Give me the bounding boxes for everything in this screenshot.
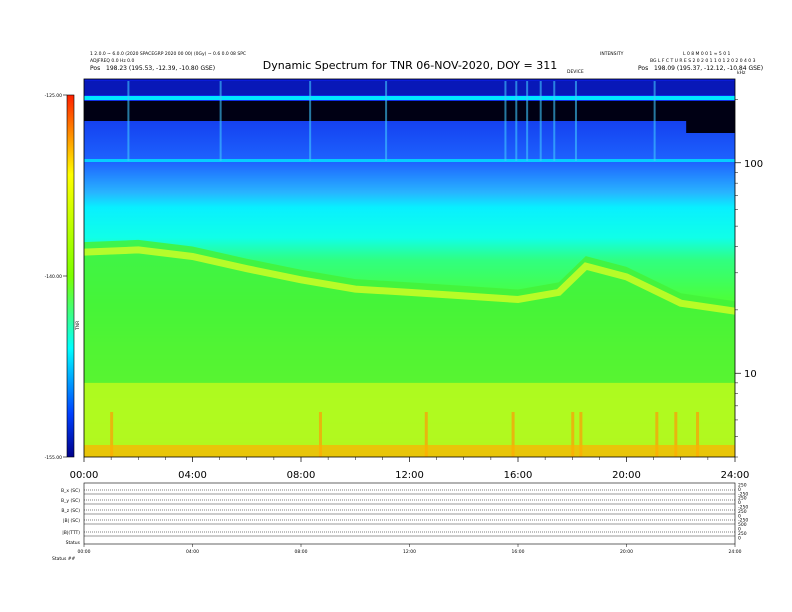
- upper-strip-dark-extension: [686, 121, 735, 133]
- panel-right-tick: -250: [738, 505, 748, 511]
- upper-strip-line-100khz: [84, 159, 735, 162]
- magnetometer-panel: B_x (SC) B_y (SC) B_z (SC) |B| (SC) |B|(TTT)…: [52, 483, 748, 563]
- colorbar-label: TNR: [75, 321, 81, 331]
- y-tick-label: 100: [744, 159, 763, 170]
- vertical-streak: [553, 81, 556, 161]
- header-right-top-a: INTENSITY: [600, 51, 624, 57]
- panel-row-label: B_z (SC): [61, 508, 80, 514]
- panel-right-tick: -250: [738, 491, 748, 497]
- panel-right-tick: 250: [738, 531, 747, 537]
- vertical-streak: [385, 81, 388, 161]
- panel-right-tick: 250: [738, 496, 747, 502]
- header-right-top-b: L 0 8 M 0 0 1 ≈ 5 0 1: [683, 51, 731, 57]
- yellow-ridge: [84, 246, 735, 315]
- event-marker-label: DEVICE: [567, 69, 584, 75]
- panel-right-tick: 0: [738, 535, 741, 541]
- x-tick-label: 20:00: [612, 470, 641, 481]
- x-tick-label: 12:00: [395, 470, 424, 481]
- x-tick-label: 00:00: [70, 470, 99, 481]
- frequency-axis: 100 10: [735, 99, 763, 458]
- chart-title: Dynamic Spectrum for TNR 06-NOV-2020, DO…: [263, 59, 557, 72]
- vertical-streak: [219, 81, 222, 161]
- upper-strip-bright-line: [84, 96, 735, 100]
- x-tick-label: 08:00: [287, 470, 316, 481]
- panel-row-label: Status: [66, 540, 81, 546]
- panel-right-tick: 0: [738, 513, 741, 519]
- panel-row-label: B_x (SC): [61, 488, 80, 494]
- panel-x-tick-label: 16:00: [512, 549, 525, 555]
- upper-strip-dark: [84, 101, 735, 121]
- low-frequency-band: [84, 382, 735, 457]
- vertical-streak: [515, 81, 518, 161]
- header-left-pos-value: 198.23 (195.53, -12.39, -10.80 GSE): [106, 65, 215, 72]
- magnetometer-frame: [83, 482, 736, 545]
- panel-right-tick: -250: [738, 518, 748, 524]
- header-right-pos-label: Pos: [638, 65, 648, 72]
- vertical-streak: [526, 81, 529, 161]
- panel-x-tick-label: 00:00: [78, 549, 91, 555]
- vertical-streak: [574, 81, 577, 161]
- upper-strip-top: [84, 81, 735, 95]
- header-left-pos-label: Pos: [90, 65, 100, 72]
- vertical-streak: [504, 81, 507, 161]
- time-axis: 00:00 04:00 08:00 12:00 16:00 20:00 24:00: [70, 457, 750, 481]
- header-right-corner: kHz: [737, 70, 746, 76]
- vertical-streak: [539, 81, 542, 161]
- panel-right-tick: 0: [738, 500, 741, 506]
- header-right-line2: BG L F C T U R E S 2 0 2 0 1 1 0 1 2 0 2…: [650, 58, 756, 64]
- panel-x-tick-label: 08:00: [295, 549, 308, 555]
- panel-right-tick: 250: [738, 483, 747, 489]
- colorbar: TNR -125.00 -140.00 -155.00: [45, 93, 81, 461]
- upper-band-strips: [84, 81, 735, 162]
- header-right-pos-value: 198.09 (195.37, -12.12, -10.84 GSE): [654, 65, 763, 72]
- panel-row-label: |B|(TTT): [62, 530, 80, 536]
- panel-row-label: |B| (SC): [63, 518, 80, 524]
- lowest-frequency-band: [84, 445, 735, 457]
- header-left-line1: 1 2.0.0 ~ 6.0.0 (2020 SPACEGRP 2020 00 0…: [90, 51, 246, 57]
- status-label: Status ##: [52, 556, 76, 562]
- panel-right-tick: 0: [738, 487, 741, 493]
- colorbar-tick-label: -155.00: [45, 455, 63, 461]
- vertical-streaks: [127, 81, 656, 161]
- x-tick-label: 24:00: [721, 470, 750, 481]
- panel-x-tick-label: 20:00: [620, 549, 633, 555]
- header-left-line2: ADJFREQ 0.0 Hz 0.0: [90, 58, 134, 64]
- panel-x-tick-label: 04:00: [186, 549, 199, 555]
- colorbar-gradient: [66, 94, 75, 458]
- panel-right-tick: 250: [738, 509, 747, 515]
- vertical-streak: [127, 81, 130, 161]
- vertical-streak: [653, 81, 656, 161]
- colorbar-tick-label: -140.00: [45, 274, 63, 280]
- panel-right-tick: 0: [738, 527, 741, 533]
- panel-right-tick: 500: [738, 522, 747, 528]
- y-tick-label: 10: [744, 369, 757, 380]
- colorbar-tick-label: -125.00: [45, 93, 63, 99]
- panel-row-label: B_y (SC): [61, 498, 80, 504]
- vertical-streak: [309, 81, 312, 161]
- spectrogram: [84, 79, 735, 457]
- panel-x-tick-label: 24:00: [729, 549, 742, 555]
- x-tick-label: 16:00: [504, 470, 533, 481]
- x-tick-label: 04:00: [178, 470, 207, 481]
- panel-x-tick-label: 12:00: [403, 549, 416, 555]
